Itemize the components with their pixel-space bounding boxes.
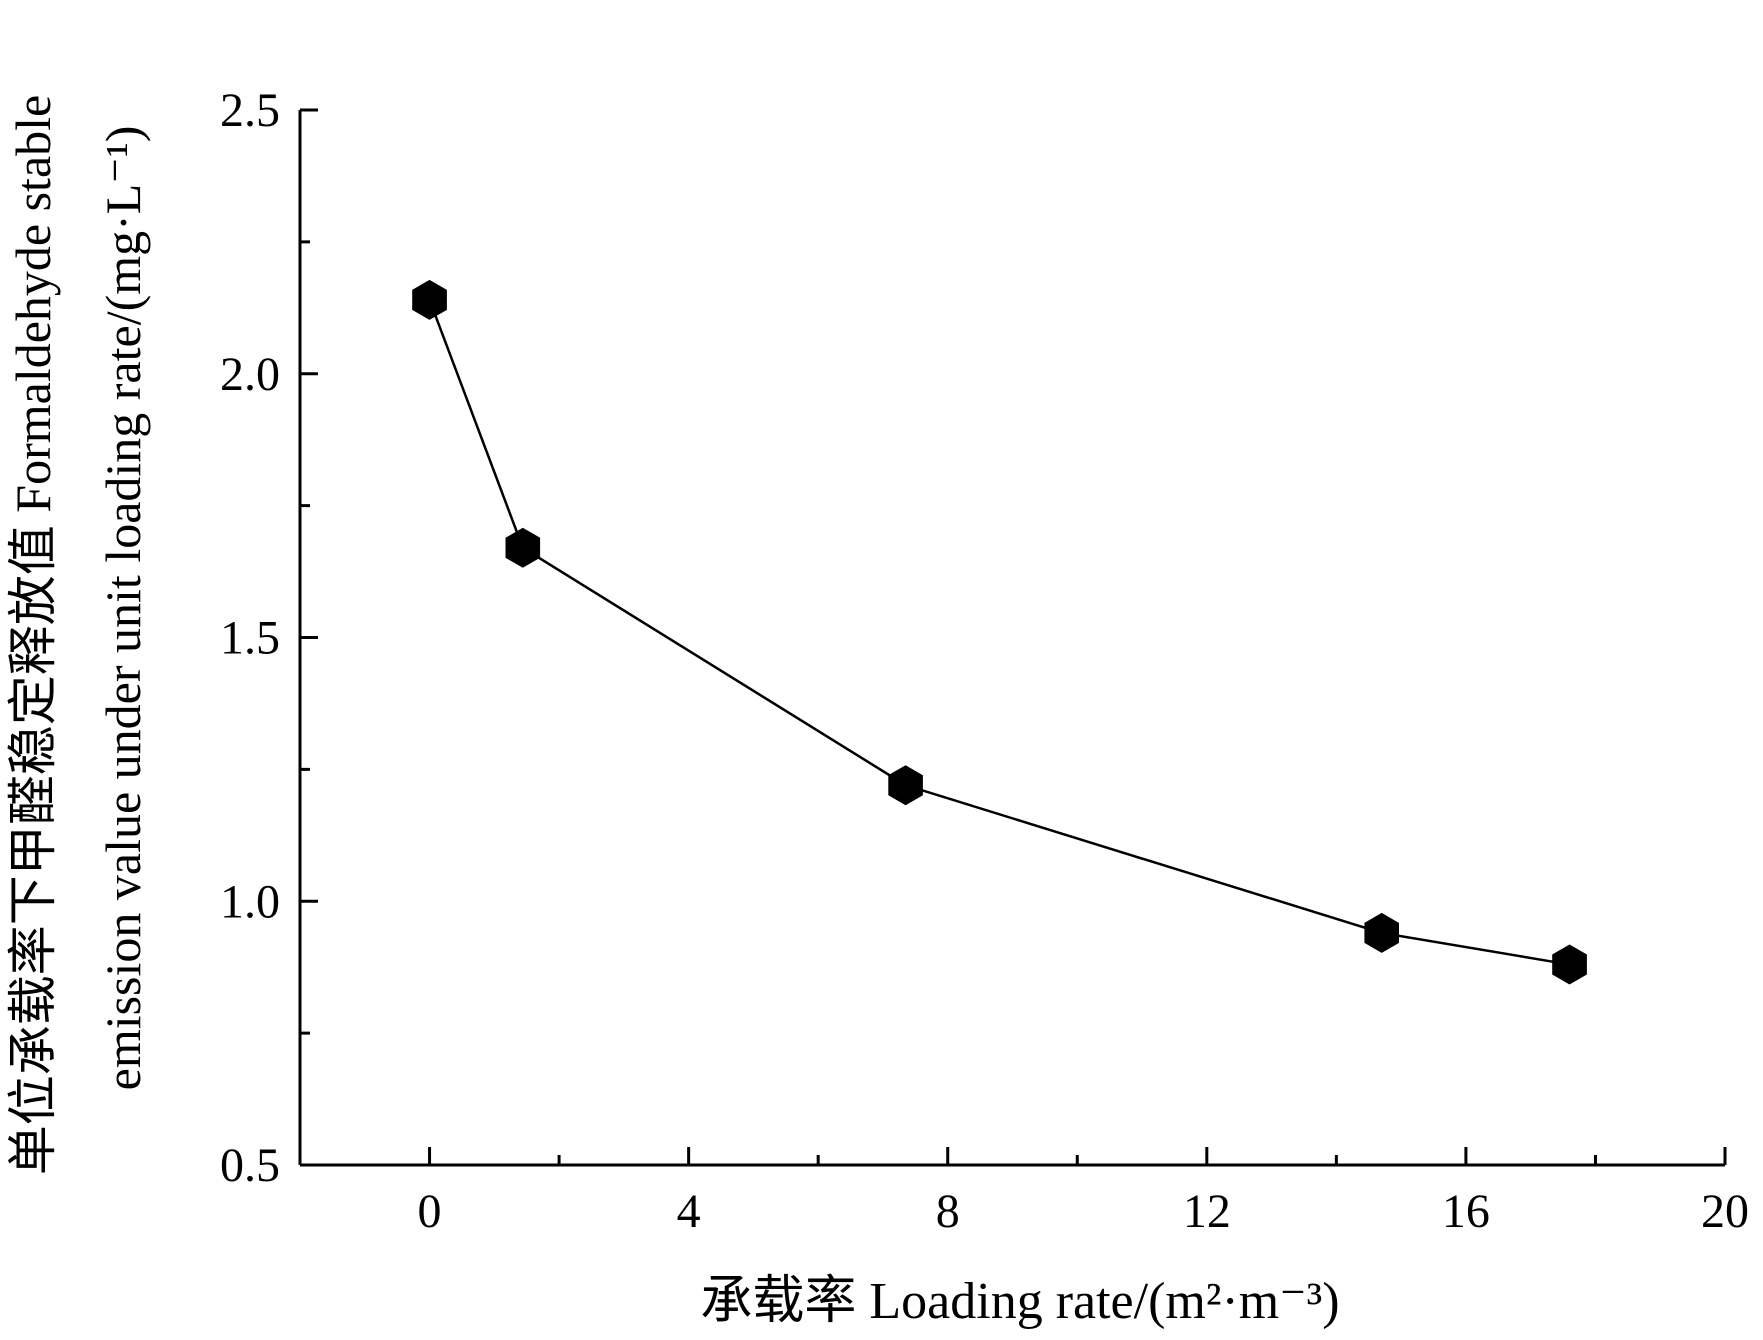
y-tick-label: 1.0	[220, 875, 280, 928]
data-point	[505, 527, 541, 568]
series-line-segment	[1381, 931, 1570, 966]
ticks	[300, 108, 1727, 1167]
x-tick-label: 12	[1183, 1185, 1231, 1238]
axes	[298, 110, 1725, 1167]
y-tick-label: 2.0	[220, 348, 280, 401]
x-tick-label: 20	[1701, 1185, 1749, 1238]
data-point	[412, 279, 447, 320]
tick-labels: 0 4 8 12 16 20 0.5 1.0 1.5 2.0 2.5	[220, 84, 1749, 1238]
series-line-segment	[522, 546, 907, 787]
data-point	[1552, 944, 1587, 985]
series-line-segment	[428, 299, 524, 549]
y-axis-label: 单位承载率下甲醛稳定释放值 Formaldehyde stable emissi…	[5, 95, 151, 1175]
series-line-segment	[905, 784, 1383, 935]
y-axis-label-line-1: 单位承载率下甲醛稳定释放值 Formaldehyde stable	[5, 95, 61, 1175]
data-point	[888, 765, 923, 806]
y-tick-label: 1.5	[220, 612, 280, 665]
y-axis-label-line-2: emission value under unit loading rate/(…	[95, 126, 151, 1091]
x-tick-label: 0	[418, 1185, 442, 1238]
x-axis-label: 承载率 Loading rate/(m²·m⁻³)	[700, 1273, 1339, 1330]
data-point	[1364, 912, 1399, 953]
y-tick-label: 2.5	[220, 84, 280, 137]
series	[412, 279, 1587, 985]
x-tick-label: 8	[936, 1185, 960, 1238]
x-tick-label: 4	[677, 1185, 701, 1238]
x-tick-label: 16	[1442, 1185, 1490, 1238]
y-tick-label: 0.5	[220, 1139, 280, 1192]
